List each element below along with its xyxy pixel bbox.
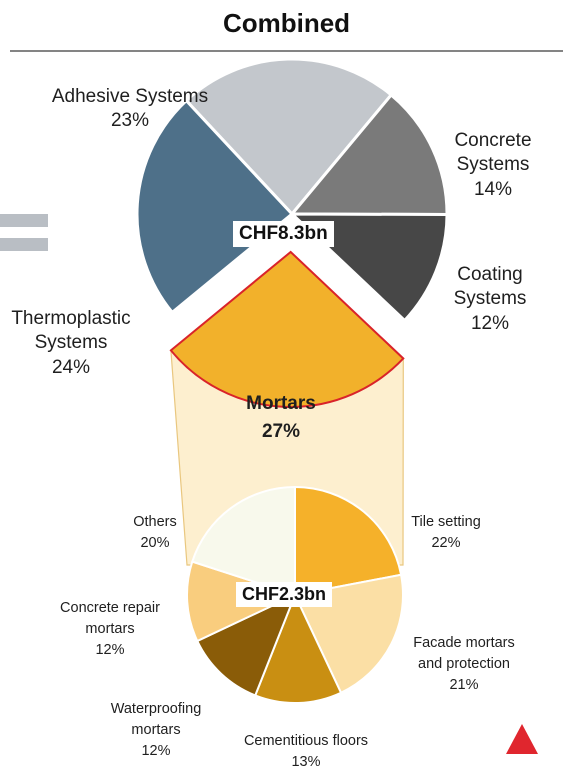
corner-triangle bbox=[506, 724, 538, 754]
slice-label-concrete: Concrete Systems 14% bbox=[454, 129, 532, 201]
main-slice-adhesive-systems bbox=[184, 57, 394, 217]
slice-label-coating: Coating Systems 12% bbox=[453, 263, 527, 335]
sub-label-others: Others 20% bbox=[133, 514, 177, 552]
sub-slice-cementitious-floors bbox=[253, 592, 343, 704]
equals-bar-bottom bbox=[0, 238, 48, 251]
slice-label-thermoplastic: Thermoplastic Systems 24% bbox=[11, 307, 131, 379]
sub-label-facade: Facade mortars and protection 21% bbox=[413, 635, 515, 694]
sub-label-tile-setting: Tile setting 22% bbox=[411, 514, 481, 552]
slice-label-mortars: Mortars 27% bbox=[246, 393, 316, 442]
sub-label-cementitious: Cementitious floors 13% bbox=[243, 733, 369, 771]
main-slice-thermoplastic-systems bbox=[135, 98, 295, 315]
sub-label-waterproofing: Waterproofing mortars 12% bbox=[110, 701, 202, 760]
chart-canvas: Combined Adhesive Systems 23% Concrete Sy… bbox=[0, 8, 563, 770]
main-slice-concrete-systems bbox=[288, 92, 449, 217]
chart-title: Combined bbox=[222, 8, 351, 38]
equals-bar-top bbox=[0, 214, 48, 227]
main-center-label: CHF8.3bn bbox=[233, 221, 334, 247]
sub-center-label: CHF2.3bn bbox=[236, 582, 333, 607]
sub-label-concrete-repair: Concrete repair mortars 12% bbox=[60, 600, 160, 659]
sub-slice-others bbox=[191, 485, 296, 597]
main-slice-mortars bbox=[169, 250, 405, 408]
sub-slice-waterproofing-mortars bbox=[195, 593, 297, 697]
sub-slice-tile-setting bbox=[294, 485, 403, 597]
slice-label-adhesive: Adhesive Systems 23% bbox=[51, 85, 209, 132]
